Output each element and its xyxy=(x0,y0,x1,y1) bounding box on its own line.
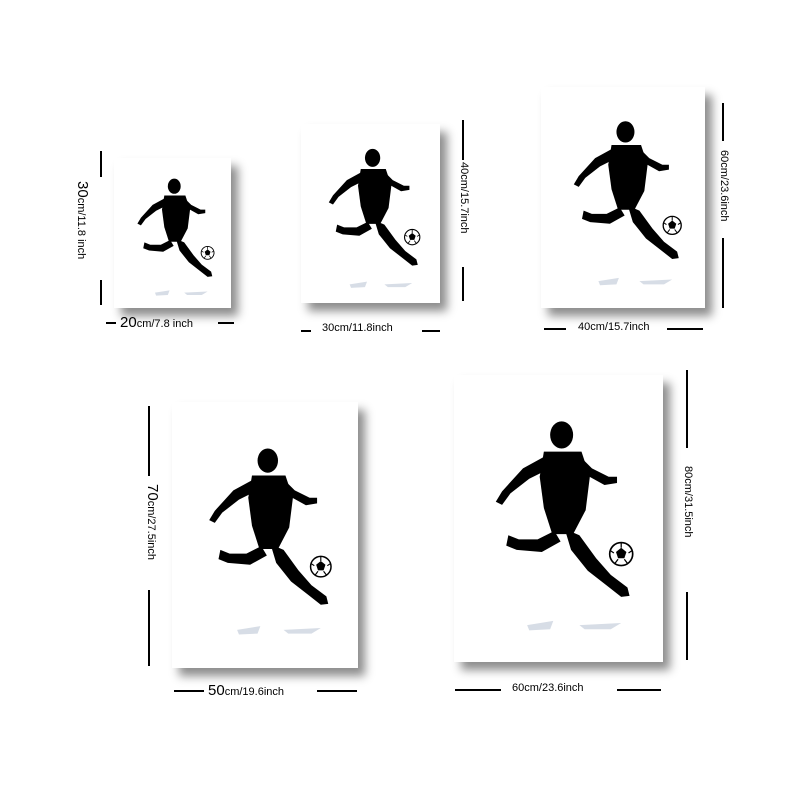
height-dimension-line xyxy=(100,280,102,305)
height-dimension-label: 40cm/15.7inch xyxy=(458,162,470,234)
width-dimension-line xyxy=(544,328,566,330)
width-dimension-label: 30cm/11.8inch xyxy=(322,322,393,334)
poster-preview-small xyxy=(114,158,231,308)
height-dimension-line xyxy=(100,151,102,177)
width-dimension-line xyxy=(455,689,501,691)
height-dimension-line xyxy=(686,592,688,660)
width-dimension-label: 60cm/23.6inch xyxy=(512,682,584,694)
poster-preview-large xyxy=(172,402,358,668)
width-dimension-line xyxy=(106,322,116,324)
poster-preview-medium-small xyxy=(301,124,440,303)
width-dimension-label: 20cm/7.8 inch xyxy=(120,314,193,331)
poster-preview-medium xyxy=(541,87,705,308)
soccer-player-icon xyxy=(136,178,215,297)
soccer-player-icon xyxy=(494,420,634,632)
width-dimension-line xyxy=(174,690,204,692)
height-dimension-label: 30cm/11.8 inch xyxy=(74,181,91,260)
width-dimension-line xyxy=(667,328,703,330)
height-dimension-line xyxy=(148,590,150,666)
height-dimension-label: 70cm/27.5inch xyxy=(144,484,161,561)
width-dimension-label: 50cm/19.6inch xyxy=(208,682,285,699)
width-dimension-line xyxy=(218,322,234,324)
height-dimension-line xyxy=(462,267,464,301)
height-dimension-label: 80cm/31.5inch xyxy=(682,466,694,538)
height-dimension-line xyxy=(722,238,724,308)
height-dimension-label: 60cm/23.6inch xyxy=(718,150,730,222)
soccer-player-icon xyxy=(573,120,682,286)
height-dimension-line xyxy=(722,103,724,141)
soccer-player-icon xyxy=(328,148,421,289)
soccer-player-icon xyxy=(208,447,332,636)
poster-preview-extra-large xyxy=(454,375,663,662)
height-dimension-line xyxy=(686,370,688,448)
width-dimension-label: 40cm/15.7inch xyxy=(578,321,650,333)
height-dimension-line xyxy=(462,120,464,160)
width-dimension-line xyxy=(422,330,440,332)
height-dimension-line xyxy=(148,406,150,476)
width-dimension-line xyxy=(317,690,357,692)
width-dimension-line xyxy=(617,689,661,691)
width-dimension-line xyxy=(301,330,311,332)
